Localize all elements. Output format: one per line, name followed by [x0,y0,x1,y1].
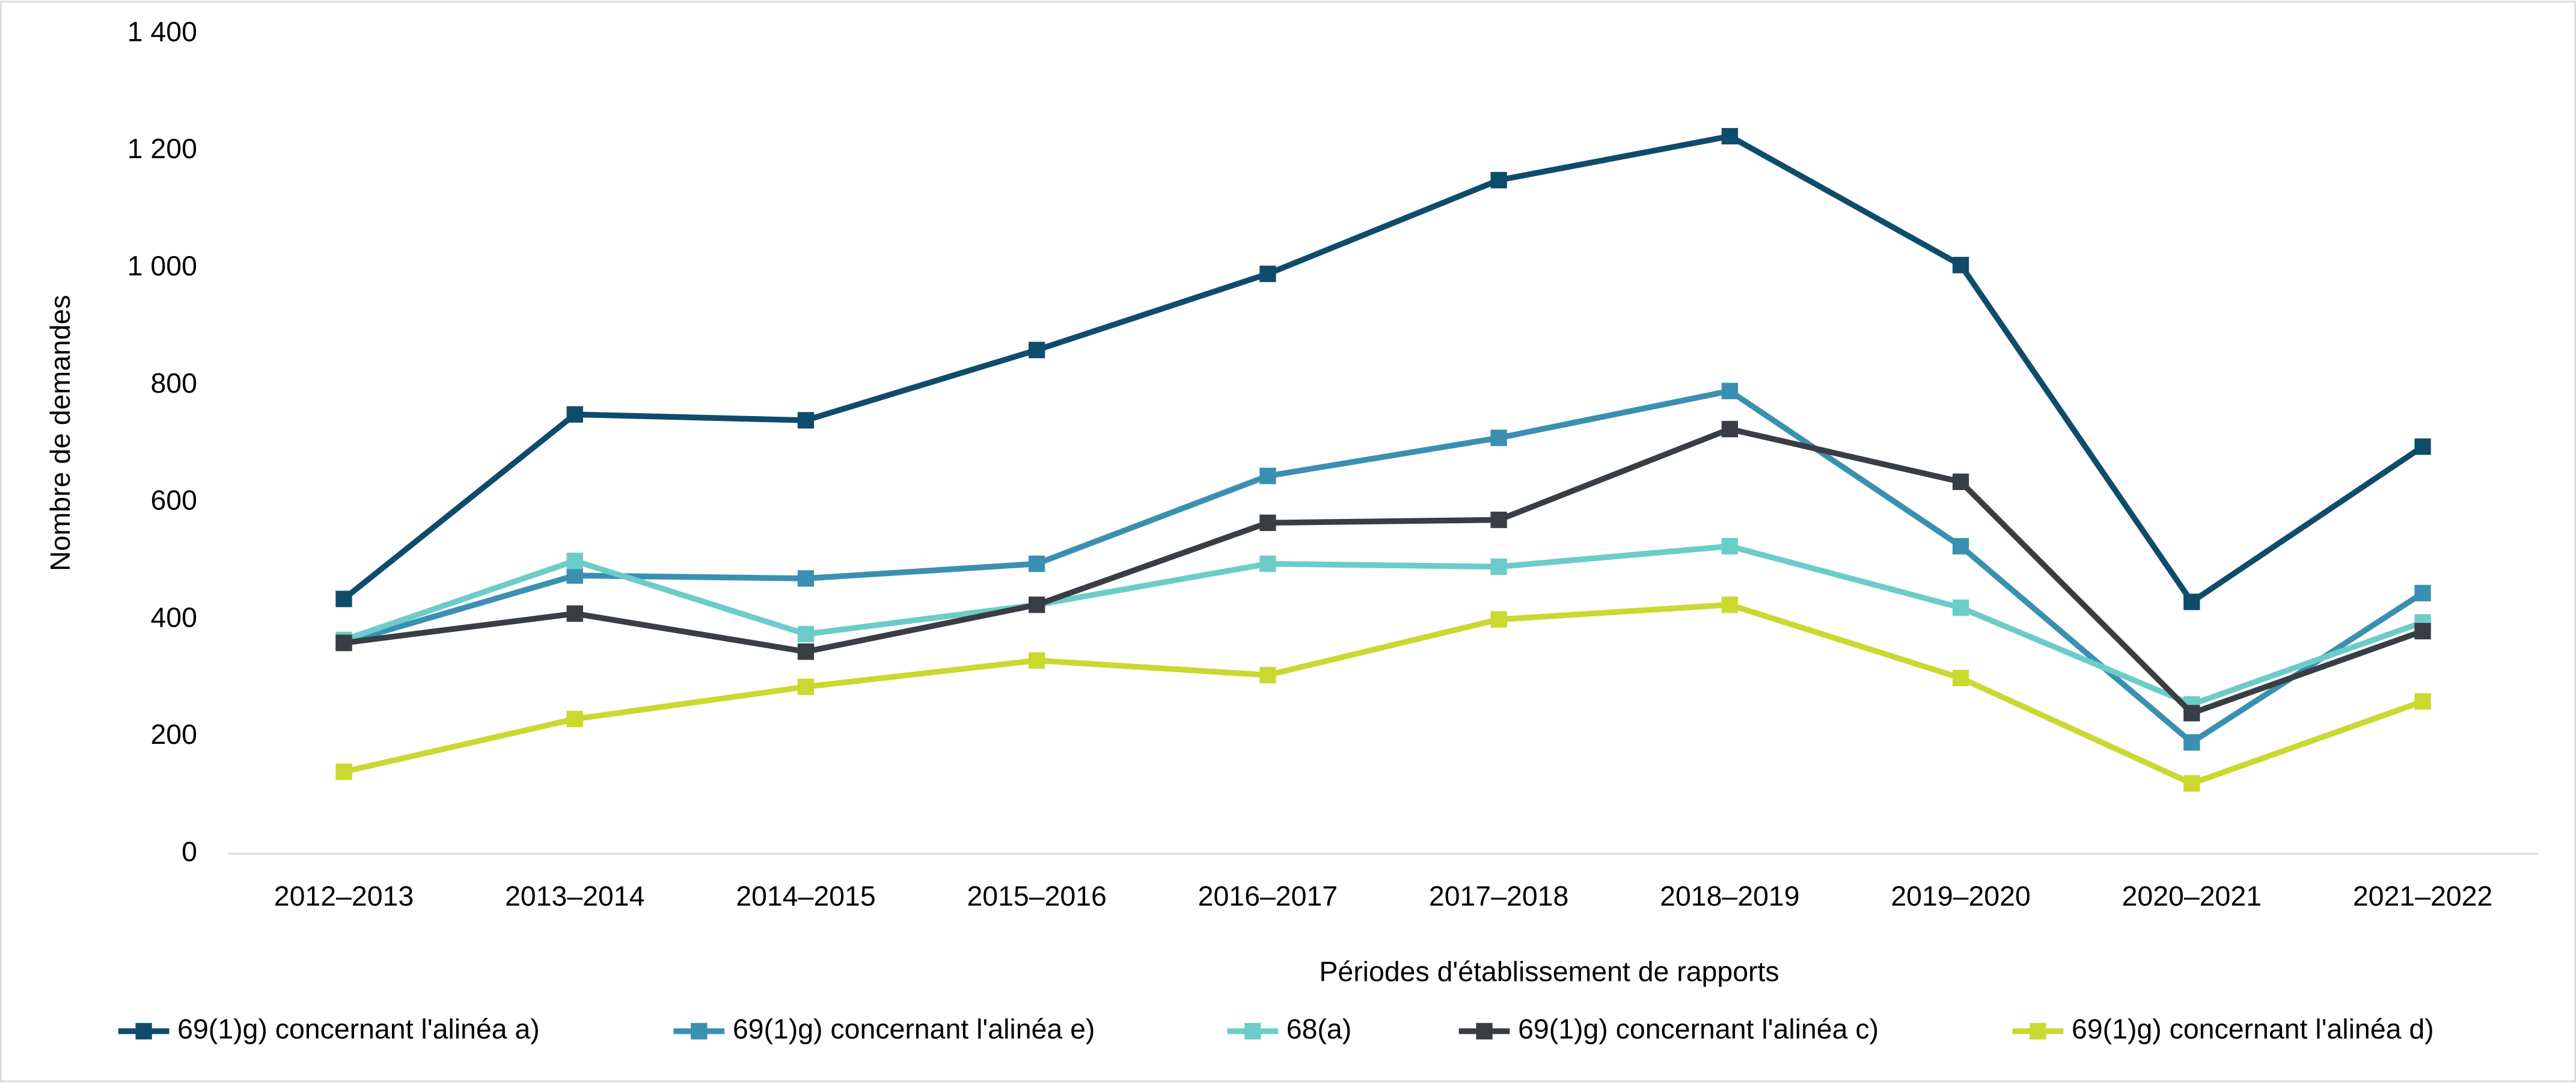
y-axis-title: Nombre de demandes [44,295,76,571]
point-marker [1490,558,1507,575]
point-marker [1490,511,1507,529]
point-marker [1721,538,1739,555]
point-marker [566,567,583,584]
point-marker [1259,555,1276,572]
point-marker [1490,171,1507,189]
point-marker [1952,599,1969,616]
point-marker [1259,666,1276,684]
point-marker [1028,597,1045,613]
point-marker [1952,257,1969,274]
point-marker [2183,594,2200,610]
point-marker [2414,693,2431,710]
point-marker [1028,555,1045,572]
y-tick-label: 0 [182,836,197,867]
x-tick-label: 2012–2013 [274,880,414,912]
point-marker [797,643,815,660]
y-tick-label: 1 400 [127,16,197,47]
x-tick-label: 2021–2022 [2353,880,2492,912]
point-marker [797,412,815,429]
point-marker [797,678,815,695]
point-marker [1952,538,1969,555]
x-tick-label: 2019–2020 [1891,880,2030,912]
point-marker [1952,473,1969,490]
x-tick-label: 2014–2015 [736,880,875,912]
point-marker [566,605,583,622]
point-marker [2183,734,2200,751]
point-marker [1259,467,1276,485]
point-marker [2414,438,2431,455]
point-marker [335,763,352,781]
point-marker [1952,669,1969,687]
point-marker [1490,611,1507,628]
point-marker [1259,265,1276,283]
legend-marker [135,1023,152,1040]
legend-marker [691,1023,708,1040]
series-line [343,388,2425,746]
y-tick-label: 1 000 [127,250,197,281]
point-marker [566,406,583,423]
point-marker [566,553,583,569]
point-marker [335,634,352,651]
point-marker [1490,429,1507,446]
point-marker [2183,705,2200,722]
point-marker [1721,420,1739,438]
legend-marker [2030,1023,2046,1040]
point-marker [2183,775,2200,792]
point-marker [1028,652,1045,669]
point-marker [566,711,583,728]
y-tick-label: 800 [150,367,197,399]
legend-label: 69(1)g) concernant l'alinéa e) [733,1013,1095,1045]
point-marker [1028,342,1045,358]
point-marker [797,570,815,587]
series-line [341,133,2425,605]
y-tick-label: 200 [150,719,197,750]
x-tick-label: 2018–2019 [1660,880,1799,912]
x-tick-label: 2015–2016 [967,880,1106,912]
point-marker [335,591,352,607]
legend-label: 68(a) [1286,1013,1351,1045]
point-marker [2414,622,2431,640]
x-tick-label: 2017–2018 [1429,880,1568,912]
legend-label: 69(1)g) concernant l'alinéa a) [177,1013,540,1045]
legend-marker [1244,1023,1261,1040]
series-line [343,543,2424,708]
x-tick-label: 2020–2021 [2122,880,2262,912]
y-tick-label: 400 [150,601,197,633]
point-marker [1721,382,1739,399]
series-line [343,426,2424,716]
series-line [343,601,2424,787]
point-marker [797,625,815,643]
y-tick-label: 1 200 [127,133,197,164]
x-tick-label: 2013–2014 [505,880,644,912]
y-tick-label: 600 [150,485,197,516]
x-tick-label: 2016–2017 [1198,880,1338,912]
legend-label: 69(1)g) concernant l'alinéa c) [1518,1013,1879,1045]
legend-marker [1476,1023,1493,1040]
x-axis-title: Périodes d'établissement de rapports [1319,956,1779,987]
legend-label: 69(1)g) concernant l'alinéa d) [2072,1013,2434,1045]
point-marker [2414,584,2431,601]
point-marker [1721,127,1739,145]
point-marker [1259,514,1276,532]
point-marker [1721,597,1739,613]
